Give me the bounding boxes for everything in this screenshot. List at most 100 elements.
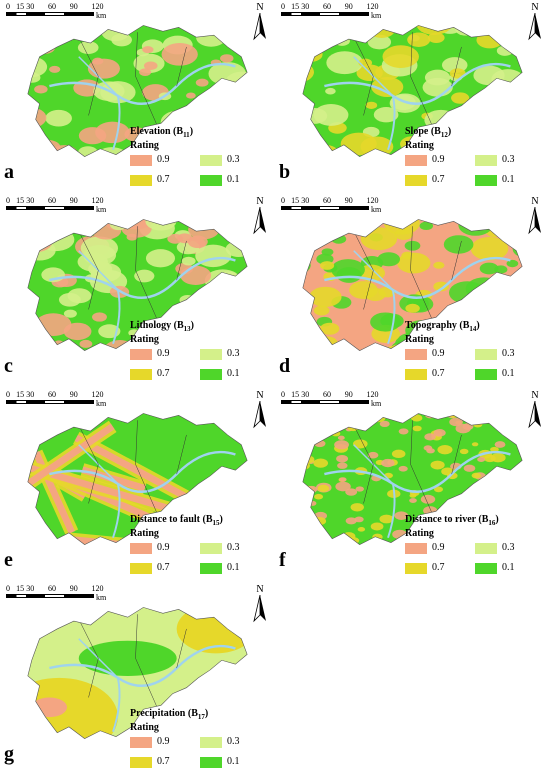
legend-label: 0.7 bbox=[157, 562, 170, 573]
legend-swatch bbox=[475, 543, 497, 554]
legend-label: 0.1 bbox=[502, 368, 515, 379]
legend-item: 0.3 bbox=[475, 152, 545, 168]
scale-label: 0 bbox=[6, 584, 10, 593]
scale-label: 30 bbox=[26, 584, 35, 593]
scale-bar: 0 15 30 60 90 120 km bbox=[281, 196, 417, 216]
scale-unit: km bbox=[96, 11, 107, 20]
panel-letter: c bbox=[4, 355, 13, 377]
legend-item: 0.9 bbox=[130, 540, 200, 556]
scale-label: 30 bbox=[26, 390, 35, 399]
legend-swatch bbox=[405, 369, 427, 380]
legend-swatch bbox=[405, 563, 427, 574]
legend: 0.9 0.3 0.7 0.1 bbox=[130, 152, 270, 190]
legend-swatch bbox=[130, 563, 152, 574]
legend-swatch bbox=[200, 175, 222, 186]
legend-swatch bbox=[130, 175, 152, 186]
map-title-text: Distance to river (B bbox=[405, 514, 489, 525]
legend-item: 0.3 bbox=[475, 346, 545, 362]
map-title-close: ) bbox=[190, 320, 194, 331]
legend-title: Rating bbox=[405, 528, 434, 539]
scale-label: 15 bbox=[291, 196, 300, 205]
scale-label: 120 bbox=[366, 390, 379, 399]
legend-swatch bbox=[200, 737, 222, 748]
legend-label: 0.9 bbox=[157, 154, 170, 165]
map-title-text: Lithology (B bbox=[130, 320, 184, 331]
legend: 0.9 0.3 0.7 0.1 bbox=[130, 346, 270, 384]
scale-label: 15 bbox=[16, 196, 25, 205]
north-arrow: N bbox=[251, 196, 269, 235]
panel-letter: e bbox=[4, 549, 13, 571]
legend-swatch bbox=[200, 155, 222, 166]
map-area bbox=[302, 25, 523, 157]
map-title: Precipitation (B17) bbox=[130, 708, 208, 721]
scale-label: 0 bbox=[6, 2, 10, 11]
map-title: Elevation (B11) bbox=[130, 126, 193, 139]
map-title-close: ) bbox=[495, 514, 499, 525]
legend-item: 0.3 bbox=[200, 152, 270, 168]
scale-label: 60 bbox=[48, 390, 57, 399]
legend-item: 0.3 bbox=[200, 734, 270, 750]
map-area bbox=[302, 219, 523, 351]
legend-swatch bbox=[130, 737, 152, 748]
north-arrow-icon bbox=[253, 207, 266, 235]
legend-label: 0.3 bbox=[227, 348, 240, 359]
legend-title: Rating bbox=[405, 140, 434, 151]
scale-label: 120 bbox=[91, 584, 104, 593]
legend-item: 0.7 bbox=[130, 754, 200, 770]
map-title-text: Distance to fault (B bbox=[130, 514, 213, 525]
scale-label: 15 bbox=[16, 390, 25, 399]
scale-label: 30 bbox=[26, 2, 35, 11]
legend-swatch bbox=[130, 757, 152, 768]
legend-title: Rating bbox=[130, 722, 159, 733]
scale-labels: 0 15 30 60 90 120 bbox=[6, 390, 142, 399]
legend-swatch bbox=[130, 349, 152, 360]
scale-bar-graphic bbox=[281, 12, 369, 16]
legend-swatch bbox=[475, 175, 497, 186]
legend-item: 0.9 bbox=[130, 734, 200, 750]
panel-letter: f bbox=[279, 549, 286, 571]
north-label: N bbox=[531, 196, 539, 207]
legend-item: 0.7 bbox=[405, 366, 475, 382]
legend-title: Rating bbox=[130, 528, 159, 539]
legend-swatch bbox=[130, 155, 152, 166]
legend-label: 0.9 bbox=[432, 348, 445, 359]
legend-label: 0.3 bbox=[502, 154, 515, 165]
scale-label: 120 bbox=[91, 196, 104, 205]
scale-label: 60 bbox=[48, 584, 57, 593]
legend-item: 0.1 bbox=[200, 366, 270, 382]
scale-unit: km bbox=[96, 593, 107, 602]
legend-swatch bbox=[130, 369, 152, 380]
panel-letter: d bbox=[279, 355, 291, 377]
scale-bar: 0 15 30 60 90 120 km bbox=[6, 584, 142, 604]
map-title-close: ) bbox=[189, 126, 194, 137]
scale-label: 0 bbox=[6, 390, 10, 399]
legend-label: 0.3 bbox=[227, 154, 240, 165]
scale-label: 90 bbox=[69, 390, 78, 399]
map-title: Topography (B14) bbox=[405, 320, 480, 333]
legend-label: 0.9 bbox=[157, 348, 170, 359]
legend-item: 0.7 bbox=[130, 366, 200, 382]
scale-label: 90 bbox=[344, 2, 353, 11]
north-label: N bbox=[531, 2, 539, 13]
scale-label: 0 bbox=[281, 390, 285, 399]
scale-bar-graphic bbox=[6, 206, 94, 210]
map-area bbox=[27, 607, 248, 739]
legend-swatch bbox=[475, 369, 497, 380]
panel-letter: g bbox=[4, 743, 14, 765]
scale-label: 15 bbox=[291, 2, 300, 11]
map-title-close: ) bbox=[447, 126, 452, 137]
north-arrow: N bbox=[251, 584, 269, 623]
map-title: Distance to river (B16) bbox=[405, 514, 499, 527]
legend-label: 0.3 bbox=[502, 542, 515, 553]
legend-swatch bbox=[200, 369, 222, 380]
legend-item: 0.7 bbox=[130, 172, 200, 188]
scale-label: 15 bbox=[16, 584, 25, 593]
legend-item: 0.9 bbox=[130, 346, 200, 362]
scale-label: 0 bbox=[6, 196, 10, 205]
map-title-subscript: 16 bbox=[488, 519, 496, 527]
legend-label: 0.7 bbox=[157, 756, 170, 767]
scale-bar: 0 15 30 60 90 120 km bbox=[6, 2, 142, 22]
legend-label: 0.3 bbox=[227, 542, 240, 553]
